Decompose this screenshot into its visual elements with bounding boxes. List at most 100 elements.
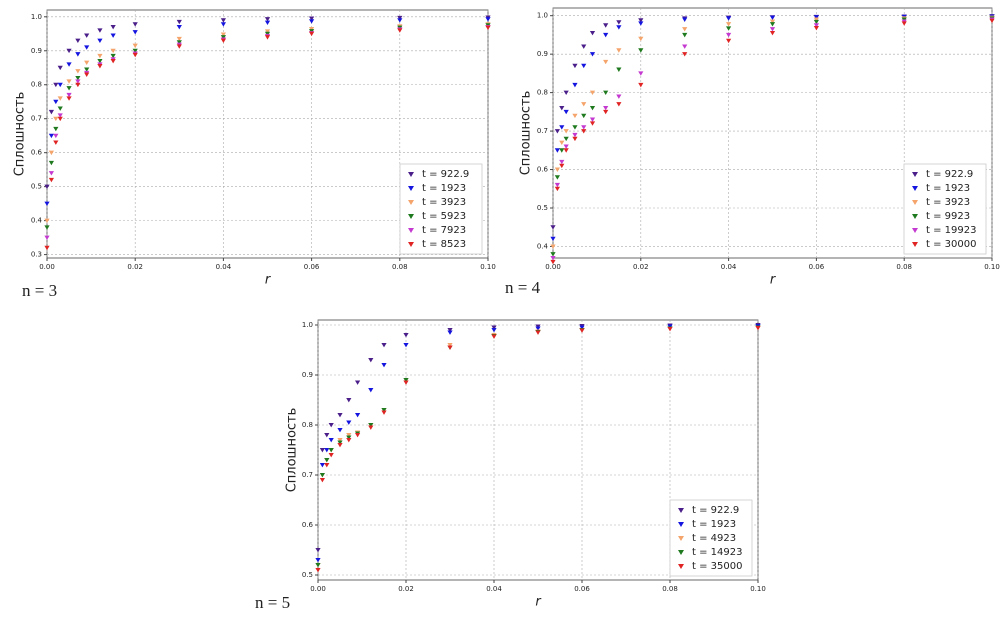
y-tick-label: 0.5 [31,183,42,191]
data-point [66,86,72,91]
data-point [97,64,103,69]
chart: 0.00 0.02 0.04 0.06 0.08 0.10 0.3 0.4 0.5 0.6 0.7 0… [13,9,496,300]
data-point [315,563,321,568]
data-point [563,90,569,96]
data-point [572,136,578,142]
data-point [48,133,55,139]
legend-label: t = 9923 [926,211,970,222]
x-tick-label: 0.08 [392,263,408,271]
legend-marker [408,172,414,177]
data-point [84,60,90,66]
data-point [97,58,103,64]
data-point [132,30,138,35]
data-point [559,163,565,169]
data-point [75,75,81,81]
data-point [769,15,776,21]
x-tick-label: 0.06 [304,263,320,271]
data-point [84,67,90,72]
data-point [682,17,688,22]
x-tick-label: 0.10 [750,585,766,593]
data-point [84,72,90,77]
legend-marker [912,214,918,219]
caption: n = 5 [255,593,290,612]
data-point [554,148,560,153]
data-point [57,82,63,88]
data-point [581,102,587,107]
data-point [324,463,330,468]
y-tick-label: 0.7 [302,471,313,479]
legend-label: t = 1923 [692,519,736,530]
legend-marker [678,564,684,569]
legend-marker [912,172,918,177]
y-tick-label: 0.9 [31,47,42,55]
data-point [44,225,50,230]
data-point [535,326,541,331]
legend-marker [408,200,414,205]
data-point [368,388,374,393]
data-point [550,244,556,249]
data-point [397,28,403,33]
data-point [57,65,63,71]
legend-label: t = 8523 [422,239,466,250]
data-point [337,428,343,433]
data-point [324,458,330,463]
legend-marker [678,508,684,513]
data-point [337,443,343,448]
data-point [337,413,343,418]
data-point [319,463,325,468]
x-tick-label: 0.10 [480,263,496,271]
data-point [264,35,271,40]
data-point [581,44,587,49]
data-point [66,48,72,54]
y-tick-label: 1.0 [537,12,548,20]
data-point [220,18,226,23]
data-point [563,109,569,115]
data-point [75,69,81,74]
data-point [346,398,352,403]
x-tick-label: 0.04 [721,263,737,271]
data-point [726,16,732,21]
data-point [563,148,569,153]
data-point [97,38,103,43]
y-tick-label: 0.5 [537,204,548,212]
legend-label: t = 922.9 [692,505,739,516]
data-point [579,328,585,333]
y-tick-label: 0.4 [31,217,43,225]
data-point [66,62,72,67]
data-point [328,448,334,453]
data-point [491,334,497,339]
data-point [559,140,565,146]
y-tick-label: 0.6 [302,521,314,529]
data-point [769,27,776,32]
x-axis-label: r [265,273,272,288]
data-point [48,160,55,166]
legend-label: t = 1923 [926,183,970,194]
data-point [132,48,138,54]
data-point [53,82,59,88]
legend-marker [912,186,918,191]
data-point [48,171,55,176]
data-point [48,177,55,183]
data-point [554,167,560,172]
data-point [97,53,103,59]
data-point [44,184,50,190]
data-point [75,52,81,57]
data-point [581,129,587,134]
data-point [397,15,403,21]
data-point [563,136,569,142]
data-point [589,117,596,122]
data-point [638,18,644,23]
chart: 0.00 0.02 0.04 0.06 0.08 0.10 0.5 0.6 0.7 0.8 0.9 1… [255,319,766,612]
data-point [337,440,343,445]
data-point [550,236,556,242]
legend-box [903,163,987,255]
data-point [220,35,226,40]
data-point [315,548,321,553]
data-point [989,18,995,24]
data-point [581,113,587,119]
data-point [57,113,63,118]
data-point [447,328,453,333]
data-point [572,113,578,119]
x-tick-label: 0.04 [486,585,502,593]
data-point [319,448,325,453]
